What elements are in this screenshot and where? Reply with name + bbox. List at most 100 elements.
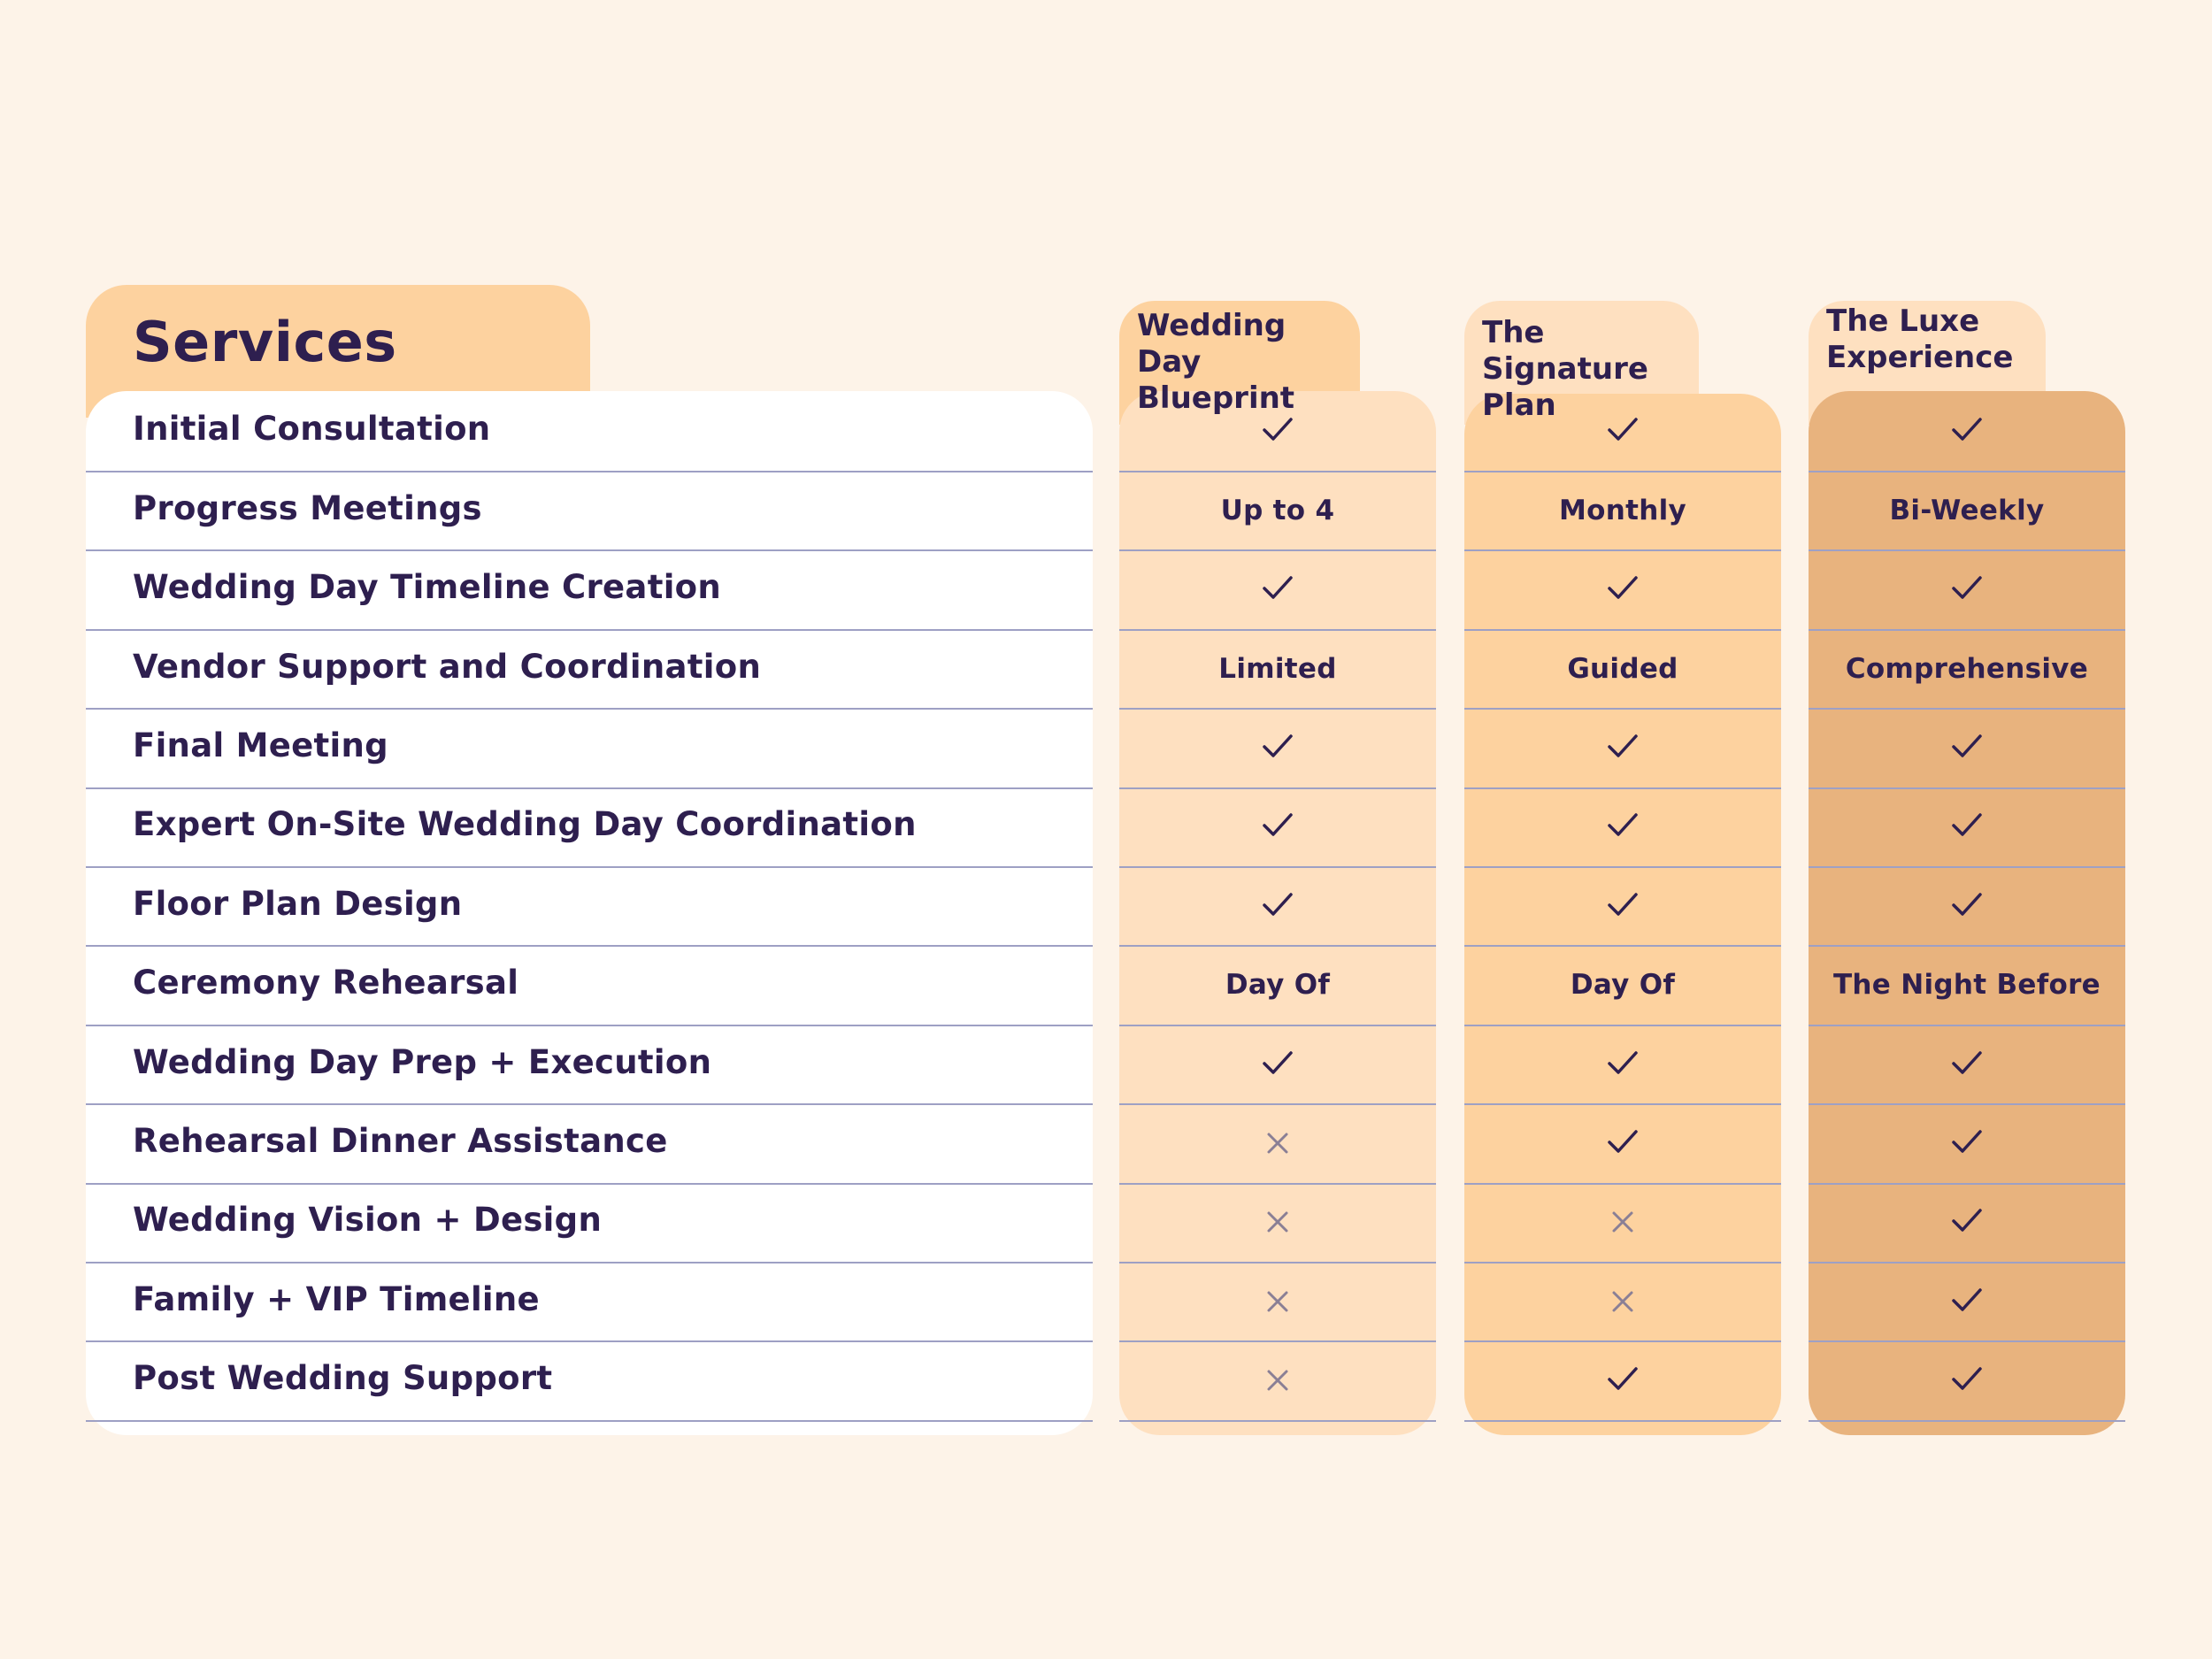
check-icon bbox=[1809, 891, 2125, 918]
row-divider bbox=[1809, 787, 2125, 789]
check-icon bbox=[1119, 811, 1436, 838]
check-icon bbox=[1809, 1049, 2125, 1076]
plan-title-luxe-experience: The Luxe Experience bbox=[1826, 303, 2014, 375]
row-divider bbox=[1464, 1103, 1781, 1106]
row-divider bbox=[1464, 1419, 1781, 1422]
row-divider bbox=[86, 471, 1093, 472]
check-icon bbox=[1809, 811, 2125, 838]
service-label: Expert On-Site Wedding Day Coordination bbox=[133, 805, 917, 844]
service-label: Final Meeting bbox=[133, 726, 388, 764]
check-icon bbox=[1809, 1207, 2125, 1233]
row-divider bbox=[86, 1419, 1093, 1422]
row-divider bbox=[1464, 1340, 1781, 1343]
row-divider bbox=[86, 628, 1093, 631]
service-label: Initial Consultation bbox=[133, 410, 491, 449]
plan-value: Limited bbox=[1218, 652, 1337, 685]
check-icon bbox=[1464, 1365, 1781, 1392]
plan-column-wedding-day-blueprint bbox=[1119, 391, 1436, 1435]
service-label: Wedding Day Prep + Execution bbox=[133, 1042, 712, 1081]
row-divider bbox=[1119, 708, 1436, 710]
services-panel bbox=[86, 391, 1093, 1435]
plan-value: Guided bbox=[1567, 652, 1678, 685]
row-divider bbox=[1464, 1024, 1781, 1026]
row-divider bbox=[1119, 1024, 1436, 1026]
plan-column-luxe-experience bbox=[1809, 391, 2125, 1435]
row-divider bbox=[1119, 549, 1436, 552]
check-icon bbox=[1119, 416, 1436, 442]
plan-value: Up to 4 bbox=[1220, 494, 1335, 526]
row-divider bbox=[1119, 1182, 1436, 1185]
service-label: Progress Meetings bbox=[133, 488, 482, 527]
plan-value: The Night Before bbox=[1832, 969, 2101, 1002]
row-divider bbox=[86, 549, 1093, 552]
row-divider bbox=[86, 1103, 1093, 1106]
row-divider bbox=[86, 1024, 1093, 1026]
row-divider bbox=[1119, 471, 1436, 472]
check-icon bbox=[1464, 416, 1781, 442]
service-label: Rehearsal Dinner Assistance bbox=[133, 1121, 668, 1160]
service-label: Wedding Day Timeline Creation bbox=[133, 568, 722, 607]
row-divider bbox=[1119, 1262, 1436, 1263]
check-icon bbox=[1119, 1049, 1436, 1076]
plan-value: Monthly bbox=[1558, 494, 1687, 526]
check-icon bbox=[1809, 1128, 2125, 1155]
plan-title-signature-plan: The Signature Plan bbox=[1482, 315, 1648, 423]
row-divider bbox=[1464, 787, 1781, 789]
check-icon bbox=[1464, 733, 1781, 759]
row-divider bbox=[1119, 945, 1436, 948]
check-icon bbox=[1464, 1049, 1781, 1076]
service-label: Post Wedding Support bbox=[133, 1359, 553, 1398]
row-divider bbox=[1464, 628, 1781, 631]
row-divider bbox=[1119, 628, 1436, 631]
check-icon bbox=[1464, 811, 1781, 838]
check-icon bbox=[1809, 416, 2125, 442]
plan-value: Day Of bbox=[1225, 969, 1331, 1002]
check-icon bbox=[1809, 1365, 2125, 1392]
cross-icon bbox=[1119, 1369, 1436, 1392]
row-divider bbox=[1464, 1182, 1781, 1185]
check-icon bbox=[1119, 891, 1436, 918]
row-divider bbox=[1119, 787, 1436, 789]
row-divider bbox=[1464, 866, 1781, 868]
service-label: Vendor Support and Coordination bbox=[133, 647, 762, 686]
check-icon bbox=[1119, 574, 1436, 601]
row-divider bbox=[1119, 1103, 1436, 1106]
row-divider bbox=[86, 866, 1093, 868]
row-divider bbox=[86, 1182, 1093, 1185]
row-divider bbox=[1464, 1262, 1781, 1263]
row-divider bbox=[1809, 628, 2125, 631]
row-divider bbox=[1464, 945, 1781, 948]
row-divider bbox=[1809, 1182, 2125, 1185]
row-divider bbox=[1464, 549, 1781, 552]
row-divider bbox=[86, 1340, 1093, 1343]
plan-value: Day Of bbox=[1570, 969, 1676, 1002]
check-icon bbox=[1464, 574, 1781, 601]
row-divider bbox=[1464, 471, 1781, 472]
row-divider bbox=[1809, 708, 2125, 710]
row-divider bbox=[86, 708, 1093, 710]
cross-icon bbox=[1119, 1290, 1436, 1313]
plan-column-signature-plan bbox=[1464, 394, 1781, 1435]
row-divider bbox=[1809, 1262, 2125, 1263]
service-label: Family + VIP Timeline bbox=[133, 1279, 540, 1318]
cross-icon bbox=[1119, 1210, 1436, 1233]
row-divider bbox=[1809, 866, 2125, 868]
row-divider bbox=[1119, 866, 1436, 868]
cross-icon bbox=[1464, 1210, 1781, 1233]
row-divider bbox=[1809, 471, 2125, 472]
cross-icon bbox=[1119, 1132, 1436, 1155]
row-divider bbox=[86, 787, 1093, 789]
row-divider bbox=[1809, 1419, 2125, 1422]
plan-value: Comprehensive bbox=[1845, 652, 2089, 685]
services-title: Services bbox=[133, 310, 397, 374]
check-icon bbox=[1464, 1128, 1781, 1155]
check-icon bbox=[1809, 733, 2125, 759]
service-label: Wedding Vision + Design bbox=[133, 1201, 603, 1240]
row-divider bbox=[1119, 1340, 1436, 1343]
service-label: Floor Plan Design bbox=[133, 884, 463, 923]
row-divider bbox=[1809, 1103, 2125, 1106]
service-label: Ceremony Rehearsal bbox=[133, 964, 519, 1002]
check-icon bbox=[1464, 891, 1781, 918]
row-divider bbox=[1809, 549, 2125, 552]
row-divider bbox=[86, 1262, 1093, 1263]
